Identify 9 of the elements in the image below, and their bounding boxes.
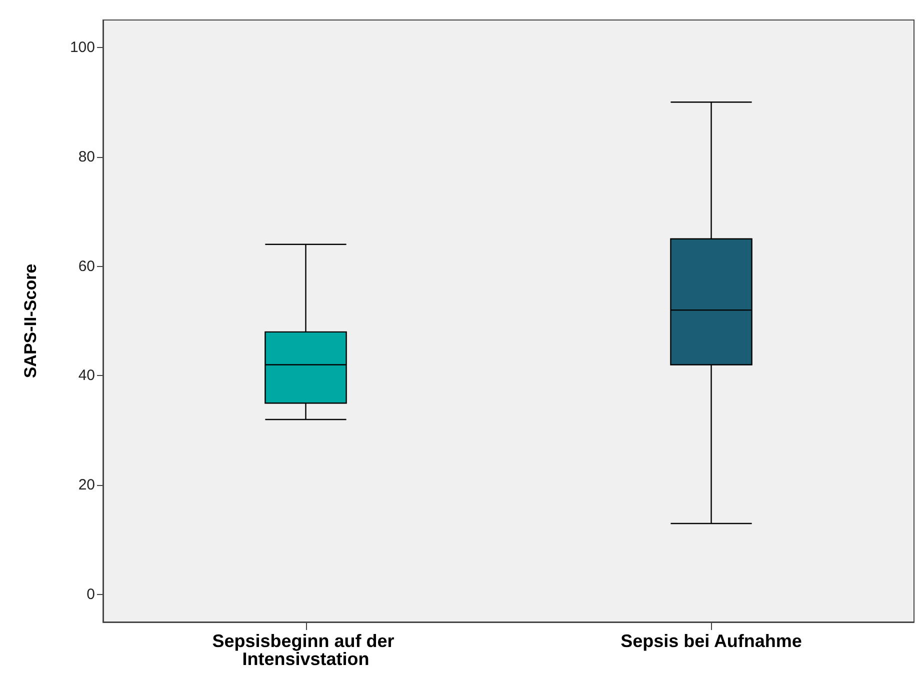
x-tick-label: Sepsisbeginn auf der Intensivstation [212,631,400,669]
y-tick-label: 20 [78,476,95,494]
y-tick-label: 0 [86,586,95,604]
y-tick-label: 40 [78,367,95,384]
y-tick-label: 80 [78,148,95,166]
y-tick-label: 60 [78,258,95,275]
y-tick-label: 100 [70,38,95,56]
x-tick-label: Sepsis bei Aufnahme [620,631,802,651]
y-axis-title: SAPS-II-Score [21,264,40,378]
